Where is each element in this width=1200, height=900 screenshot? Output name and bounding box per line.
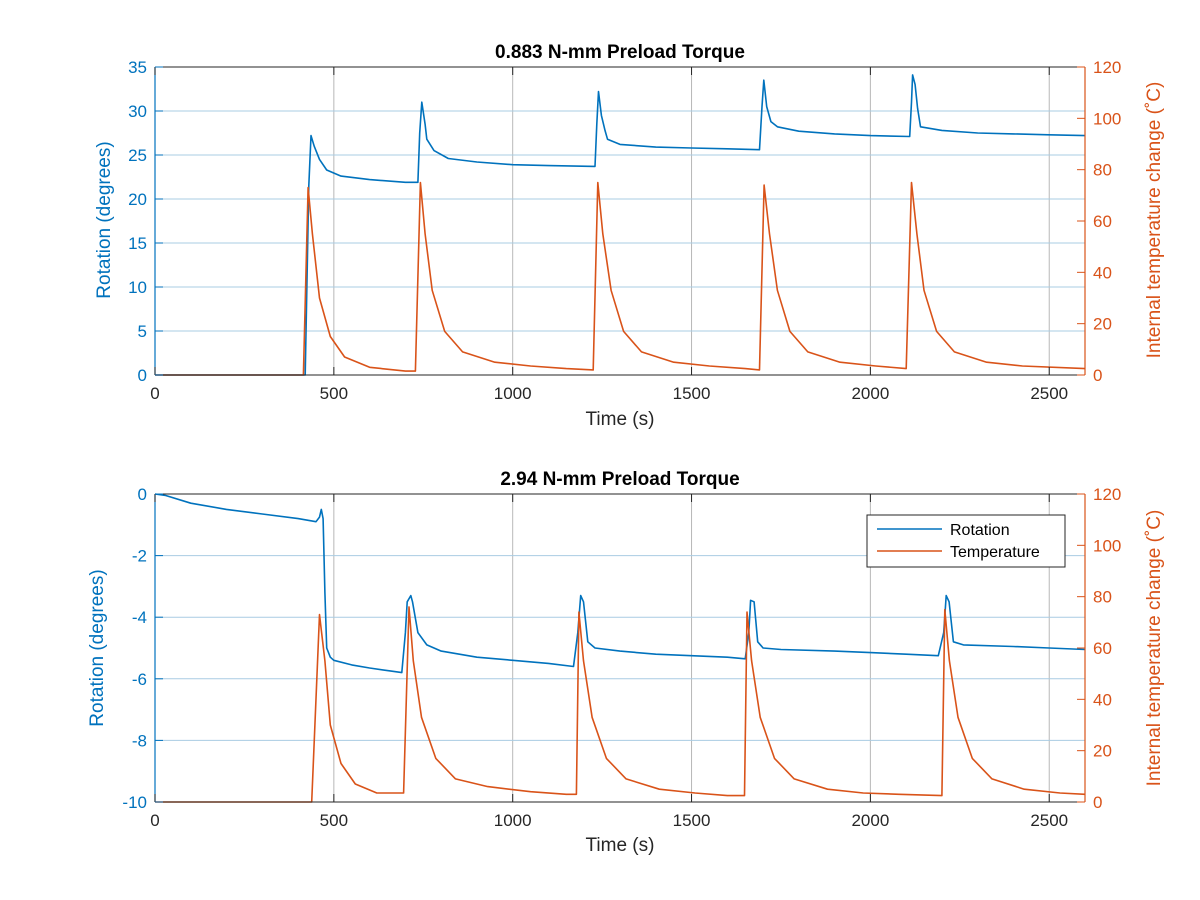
x-tick-label: 1500 [673, 811, 711, 830]
legend-box [866, 514, 1066, 568]
y-tick-label-right: 20 [1093, 315, 1112, 334]
y-tick-label-right: 100 [1093, 109, 1121, 128]
y-tick-label-left: 5 [138, 322, 147, 341]
y-tick-label-right: 40 [1093, 263, 1112, 282]
y-tick-label-left: 25 [128, 146, 147, 165]
y-tick-label-right: 100 [1093, 536, 1121, 555]
y-axis-label-right: Internal temperature change (˚C) [1144, 82, 1165, 359]
y-tick-label-right: 120 [1093, 58, 1121, 77]
series-line-temperature [155, 181, 1086, 376]
x-tick-label: 2500 [1030, 384, 1068, 403]
y-tick-label-right: 60 [1093, 639, 1112, 658]
y-tick-label-left: 0 [138, 366, 147, 385]
x-tick-label: 2500 [1030, 811, 1068, 830]
y-tick-label-left: 10 [128, 278, 147, 297]
y-tick-label-right: 20 [1093, 742, 1112, 761]
y-tick-label-right: 0 [1093, 793, 1102, 812]
y-tick-label-left: 20 [128, 190, 147, 209]
y-tick-label-right: 60 [1093, 212, 1112, 231]
legend-label-temperature: Temperature [950, 544, 1040, 561]
y-axis-label-left: Rotation (degrees) [87, 569, 108, 726]
y-tick-label-right: 80 [1093, 588, 1112, 607]
x-tick-label: 1500 [673, 384, 711, 403]
series-line-temperature [155, 606, 1086, 803]
legend-label-rotation: Rotation [950, 522, 1010, 539]
y-tick-label-left: 30 [128, 102, 147, 121]
x-tick-label: 2000 [851, 811, 889, 830]
y-tick-label-left: -2 [132, 547, 147, 566]
y-tick-label-left: -4 [132, 608, 147, 627]
series-line-rotation [154, 493, 1086, 674]
y-axis-label-right: Internal temperature change (˚C) [1144, 510, 1165, 787]
chart-bottom: 2.94 N-mm Preload Torque Time (s) Rotati… [87, 469, 1165, 856]
y-tick-label-right: 80 [1093, 161, 1112, 180]
y-tick-label-left: -10 [122, 793, 147, 812]
chart-title: 2.94 N-mm Preload Torque [500, 469, 739, 490]
x-tick-label: 1000 [494, 384, 532, 403]
y-tick-label-right: 0 [1093, 366, 1102, 385]
y-tick-label-left: -6 [132, 670, 147, 689]
y-tick-label-left: 35 [128, 58, 147, 77]
x-tick-label: 500 [320, 811, 348, 830]
x-tick-label: 0 [150, 811, 159, 830]
y-tick-label-left: -8 [132, 731, 147, 750]
y-tick-label-right: 40 [1093, 690, 1112, 709]
x-tick-label: 500 [320, 384, 348, 403]
x-axis-label: Time (s) [586, 409, 655, 430]
y-tick-label-left: 15 [128, 234, 147, 253]
x-axis-label: Time (s) [586, 835, 655, 856]
y-axis-label-left: Rotation (degrees) [94, 141, 115, 298]
chart-title: 0.883 N-mm Preload Torque [495, 42, 745, 63]
chart-top: 0.883 N-mm Preload Torque Time (s) Rotat… [94, 42, 1165, 430]
x-tick-label: 0 [150, 384, 159, 403]
x-tick-label: 1000 [494, 811, 532, 830]
x-tick-label: 2000 [851, 384, 889, 403]
y-tick-label-left: 0 [138, 485, 147, 504]
y-tick-label-right: 120 [1093, 485, 1121, 504]
series-line-rotation [155, 74, 1086, 376]
